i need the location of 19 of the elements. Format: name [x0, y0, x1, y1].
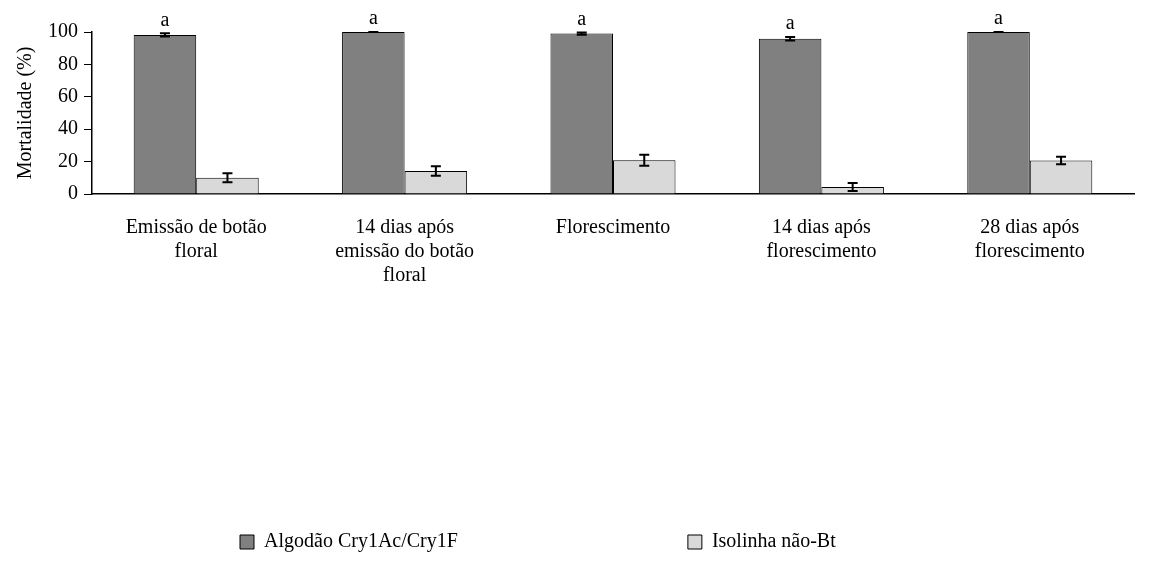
x-tick-label: 28 dias após florescimento: [974, 215, 1085, 262]
annotation: a: [994, 6, 1004, 29]
x-tick-label: Florescimento: [555, 215, 671, 238]
y-tick-label: 60: [58, 84, 78, 107]
y-tick-label: 80: [58, 51, 78, 74]
x-tick-label: Emissão de botão floral: [125, 215, 267, 262]
legend-label: Isolinha não-Bt: [711, 529, 837, 552]
y-tick-label: 20: [58, 148, 78, 171]
annotation: a: [785, 11, 795, 34]
annotation: a: [368, 6, 378, 29]
annotation: a: [577, 6, 587, 29]
y-tick-label: 0: [68, 181, 78, 204]
y-tick-label: 40: [58, 116, 78, 139]
legend-label: Algodão Cry1Ac/Cry1F: [264, 529, 458, 553]
y-axis-title: Mortalidade (%): [13, 46, 37, 180]
x-tick-label: 14 dias após emissão do botão floral: [335, 215, 475, 286]
annotation: a: [160, 7, 170, 30]
y-tick-label: 100: [48, 19, 78, 42]
x-tick-label: 14 dias após florescimento: [766, 215, 877, 262]
